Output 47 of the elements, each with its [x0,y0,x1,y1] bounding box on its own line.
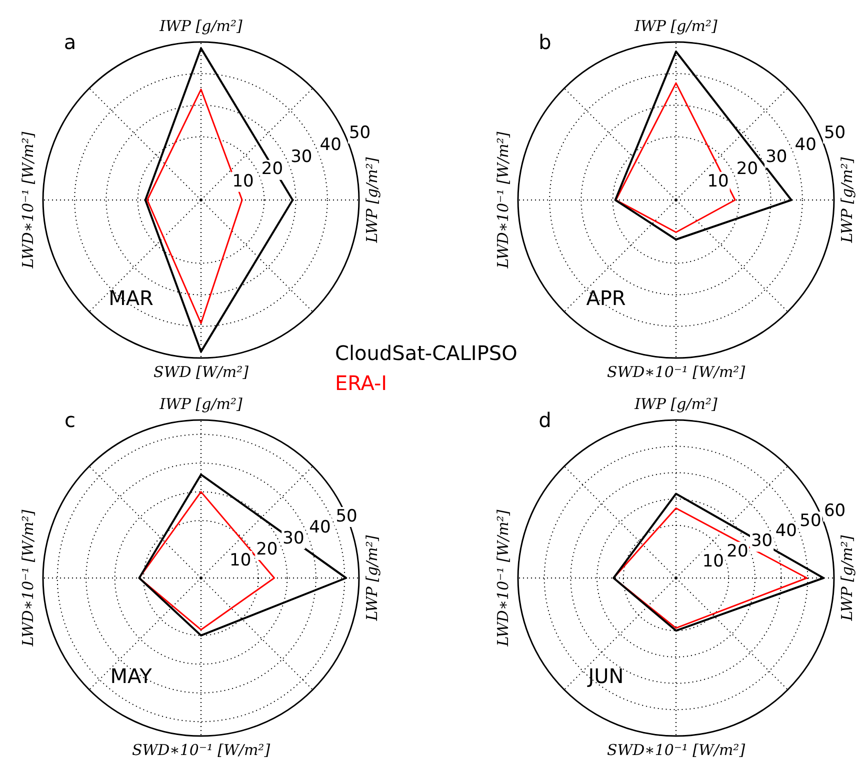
y-tick-label: 10 [707,171,729,192]
y-tick-label: 30 [282,528,304,548]
spoke-label: SWD∗10⁻¹ [W/m²] [606,740,746,759]
spoke-label: IWP [g/m²] [634,16,718,35]
spoke-label: LWD∗10⁻¹ [W/m²] [494,132,512,270]
y-tick-label: 20 [726,541,748,562]
y-tick-label: 30 [290,147,312,168]
text: APR [586,286,626,310]
y-tick-label: 40 [320,135,342,156]
spoke-label: SWD∗10⁻¹ [W/m²] [132,740,270,759]
spoke-label: IWP [g/m²] [634,394,718,413]
y-tick-label: 60 [824,500,846,521]
spoke-label: SWD∗10⁻¹ [W/m²] [606,362,746,381]
y-tick-label: 20 [256,539,278,560]
spoke-label: LWD∗10⁻¹ [W/m²] [18,510,37,648]
spoke-label: LWD∗10⁻¹ [W/m²] [494,510,512,648]
text: MAR [108,286,154,310]
y-tick-label: 10 [230,550,252,570]
spoke-label: LWP [g/m²] [838,157,856,244]
text: MAY [110,664,153,688]
y-tick-label: 50 [336,506,358,526]
y-tick-label: 40 [794,135,816,156]
text: d [538,408,552,432]
text: CloudSat-CALIPSO [335,340,518,367]
y-tick-label: 40 [309,517,331,538]
y-tick-label: 20 [736,159,758,180]
text: ERA-I [335,370,388,397]
text: c [64,408,76,432]
spoke-label: IWP [g/m²] [158,16,243,35]
y-tick-label: 50 [800,511,822,532]
spoke-label: IWP [g/m²] [158,394,243,413]
spoke-label: LWP [g/m²] [362,157,381,244]
y-tick-label: 10 [232,171,254,192]
text: JUN [586,664,624,688]
y-tick-label: 30 [766,147,788,168]
spoke-label: LWP [g/m²] [838,535,856,622]
spoke-label: LWP [g/m²] [362,535,381,622]
y-tick-label: 40 [775,521,797,542]
spoke-label: SWD [W/m²] [154,362,249,381]
y-tick-label: 50 [348,122,371,143]
y-tick-label: 10 [702,551,724,572]
text: a [64,30,76,54]
text: b [538,30,552,54]
y-tick-label: 20 [261,159,284,180]
y-tick-label: 30 [750,531,773,552]
spoke-label: LWD∗10⁻¹ [W/m²] [18,132,37,270]
y-tick-label: 50 [824,122,846,143]
